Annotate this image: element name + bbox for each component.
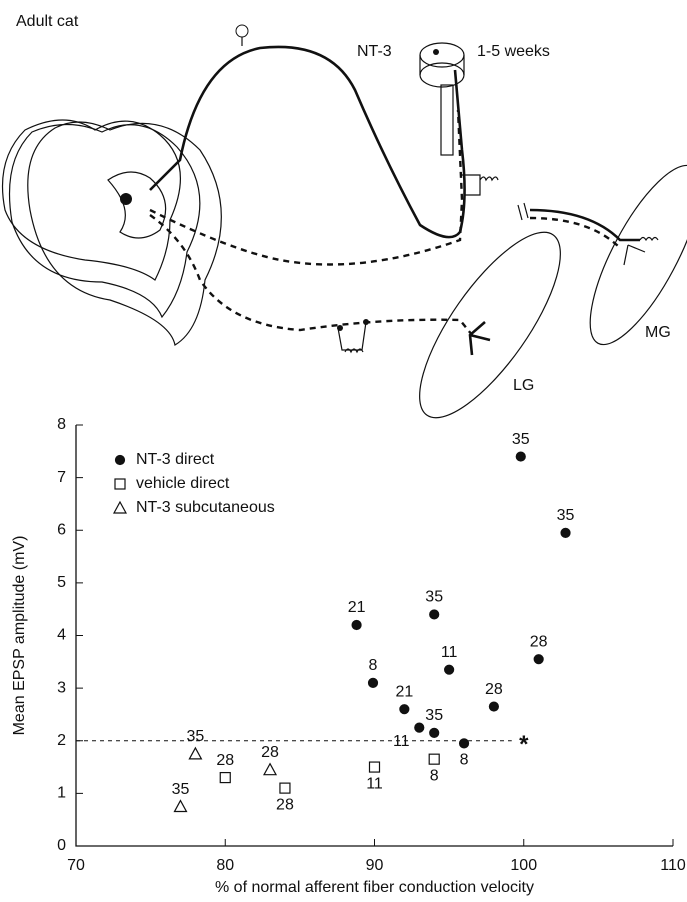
point <box>430 610 439 619</box>
scatter-plot: 0 1 2 3 4 5 6 7 8 70 80 90 100 110 % of normal afferen… <box>11 416 686 896</box>
point <box>460 739 469 748</box>
y-tick-label: 0 <box>57 837 66 854</box>
x-tick-label: 70 <box>67 857 85 874</box>
point <box>415 723 424 732</box>
duration-label: 1-5 weeks <box>477 43 550 60</box>
diagram-title: Adult cat <box>16 13 79 30</box>
point <box>534 655 543 664</box>
legend-label: NT-3 subcutaneous <box>136 499 275 516</box>
point-label: 11 <box>366 775 383 792</box>
point <box>352 620 361 629</box>
point-label: 28 <box>216 752 234 769</box>
point-label: 28 <box>530 633 548 650</box>
lg-label: LG <box>513 377 534 394</box>
annotation: * <box>519 731 529 758</box>
point <box>220 773 230 783</box>
point-label: 28 <box>261 744 279 761</box>
mg-ending <box>624 238 658 266</box>
spinal-cord-back <box>28 122 222 345</box>
point-label: 35 <box>172 781 190 798</box>
ganglion <box>236 25 248 37</box>
y-tick-label: 4 <box>57 627 66 644</box>
lg-muscle <box>396 213 584 437</box>
nerve-cut <box>518 203 528 220</box>
legend-marker <box>116 456 125 465</box>
legend-label: vehicle direct <box>136 475 230 492</box>
x-tick-label: 110 <box>660 857 686 874</box>
point-label: 21 <box>348 599 366 616</box>
legend-label: NT-3 direct <box>136 451 215 468</box>
point <box>369 678 378 687</box>
point <box>189 748 201 759</box>
y-axis-label: Mean EPSP amplitude (mV) <box>11 536 28 736</box>
point-label: 11 <box>393 733 410 750</box>
point-label: 21 <box>395 683 413 700</box>
efferent-lg <box>150 215 472 335</box>
mg-label: MG <box>645 324 671 341</box>
point <box>400 705 409 714</box>
x-tick-label: 100 <box>510 857 537 874</box>
legend-marker <box>114 502 126 513</box>
x-tick-label: 90 <box>366 857 384 874</box>
y-tick-label: 8 <box>57 416 66 433</box>
point-label: 35 <box>425 707 443 724</box>
point <box>445 665 454 674</box>
y-tick-label: 2 <box>57 732 66 749</box>
mg-branch <box>530 210 640 240</box>
point-label: 35 <box>425 589 443 606</box>
point <box>280 783 290 793</box>
x-axis-label: % of normal afferent fiber conduction ve… <box>215 879 534 896</box>
cell-body <box>120 193 132 205</box>
nt3-label: NT-3 <box>357 43 392 60</box>
mg-branch-dash <box>530 218 620 248</box>
point <box>429 754 439 764</box>
y-tick-label: 7 <box>57 469 66 486</box>
efferent-mg <box>150 110 462 265</box>
diagram: Adult cat NT-3 1-5 weeks MG LG <box>3 13 687 437</box>
y-tick-label: 6 <box>57 521 66 538</box>
point <box>370 762 380 772</box>
legend-marker <box>115 479 125 489</box>
point <box>516 452 525 461</box>
y-tick-label: 5 <box>57 574 66 591</box>
point-label: 35 <box>512 431 530 448</box>
point-label: 35 <box>187 728 205 745</box>
point-label: 28 <box>276 796 294 813</box>
point <box>430 728 439 737</box>
point-label: 28 <box>485 681 503 698</box>
point <box>174 801 186 812</box>
y-tick-label: 1 <box>57 785 66 802</box>
point-label: 8 <box>430 767 439 784</box>
point-label: 8 <box>460 752 469 769</box>
point-label: 11 <box>441 644 458 661</box>
point-label: 8 <box>369 657 378 674</box>
x-tick-label: 80 <box>216 857 234 874</box>
afferent-fiber <box>150 47 465 237</box>
point <box>264 764 276 775</box>
lg-ending <box>470 322 490 355</box>
point-label: 35 <box>557 507 575 524</box>
point <box>489 702 498 711</box>
figure: Adult cat NT-3 1-5 weeks MG LG 0 1 2 <box>0 0 687 902</box>
y-tick-label: 3 <box>57 679 66 696</box>
point <box>561 528 570 537</box>
